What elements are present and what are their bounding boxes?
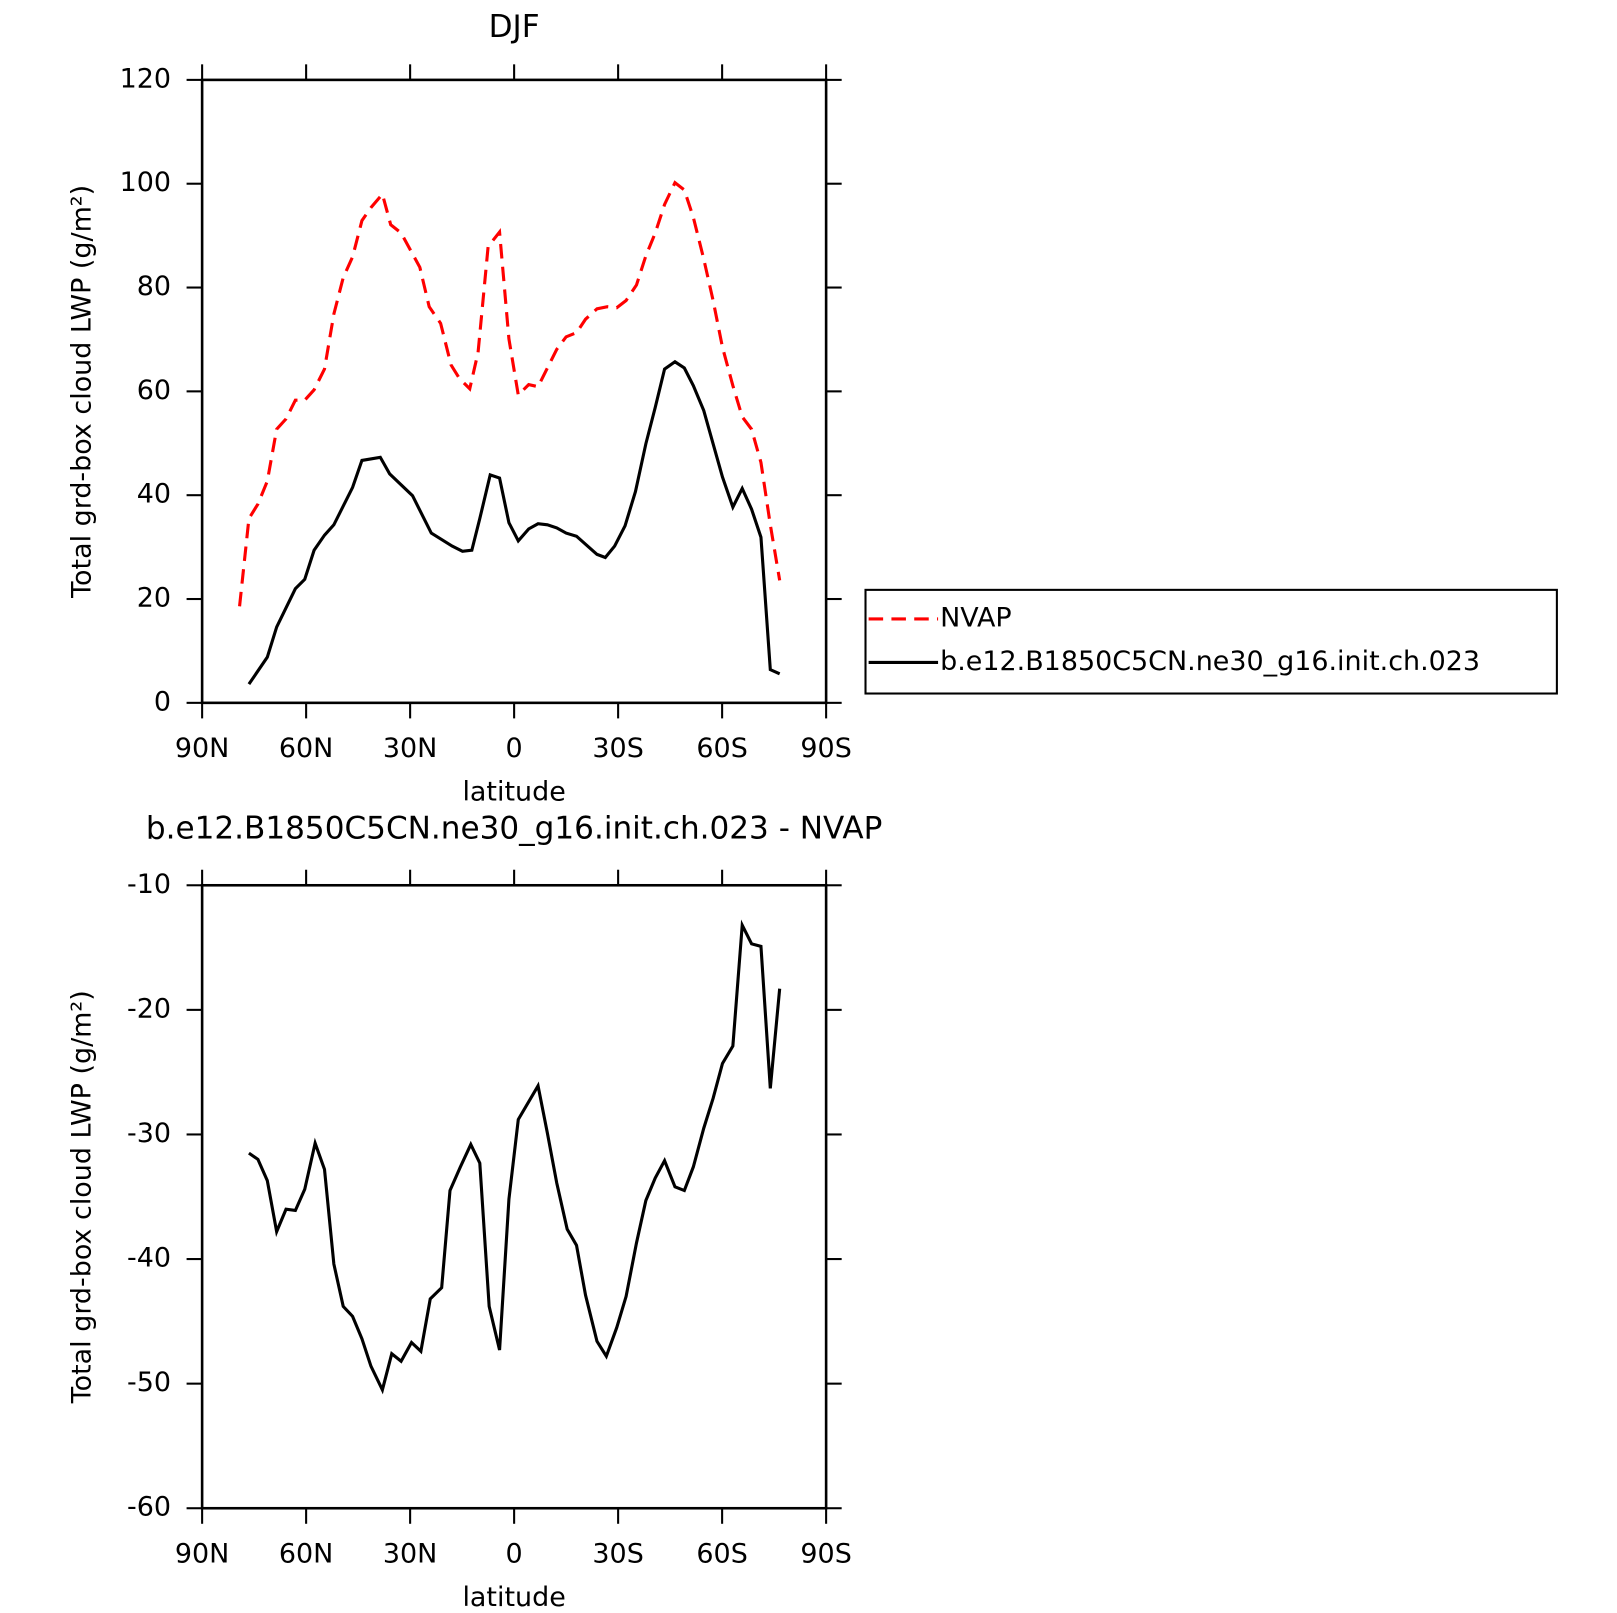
legend-label: b.e12.B1850C5CN.ne30_g16.init.ch.023 <box>940 646 1480 677</box>
x-tick-label: 60S <box>696 733 747 764</box>
y-tick-label: -10 <box>127 869 171 900</box>
y-tick-label: -60 <box>127 1492 171 1523</box>
x-tick-label: 60N <box>279 1538 333 1569</box>
x-tick-label: 30N <box>383 1538 437 1569</box>
x-tick-label: 90S <box>800 733 851 764</box>
y-axis-label: Total grd-box cloud LWP (g/m²) <box>66 185 97 599</box>
chart-title: b.e12.B1850C5CN.ne30_g16.init.ch.023 - N… <box>146 810 882 846</box>
data-line <box>238 180 782 607</box>
y-tick-label: 120 <box>120 63 171 94</box>
y-tick-label: 80 <box>137 271 171 302</box>
x-tick-label: 30N <box>383 733 437 764</box>
legend-label: NVAP <box>940 602 1012 633</box>
x-tick-label: 0 <box>506 733 523 764</box>
x-axis-label: latitude <box>462 1582 565 1613</box>
x-tick-label: 60S <box>696 1538 747 1569</box>
y-tick-label: 0 <box>154 686 171 717</box>
y-tick-label: -50 <box>127 1367 171 1398</box>
x-tick-label: 90N <box>175 733 229 764</box>
y-tick-label: 20 <box>137 583 171 614</box>
chart-title: DJF <box>489 9 540 45</box>
plot-frame <box>200 883 828 1510</box>
y-tick-label: -40 <box>127 1243 171 1274</box>
y-tick-label: -30 <box>127 1118 171 1149</box>
y-tick-label: -20 <box>127 993 171 1024</box>
data-line <box>248 919 782 1395</box>
x-tick-label: 90S <box>800 1538 851 1569</box>
x-tick-label: 90N <box>175 1538 229 1569</box>
plot-frame <box>200 78 828 705</box>
x-tick-label: 60N <box>279 733 333 764</box>
legend-box <box>864 588 1558 695</box>
y-tick-label: 60 <box>137 375 171 406</box>
x-tick-label: 30S <box>592 733 643 764</box>
y-tick-label: 40 <box>137 479 171 510</box>
data-line <box>247 359 781 686</box>
x-tick-label: 0 <box>506 1538 523 1569</box>
x-tick-label: 30S <box>592 1538 643 1569</box>
y-tick-label: 100 <box>120 167 171 198</box>
y-axis-label: Total grd-box cloud LWP (g/m²) <box>66 990 97 1404</box>
x-axis-label: latitude <box>462 777 565 808</box>
